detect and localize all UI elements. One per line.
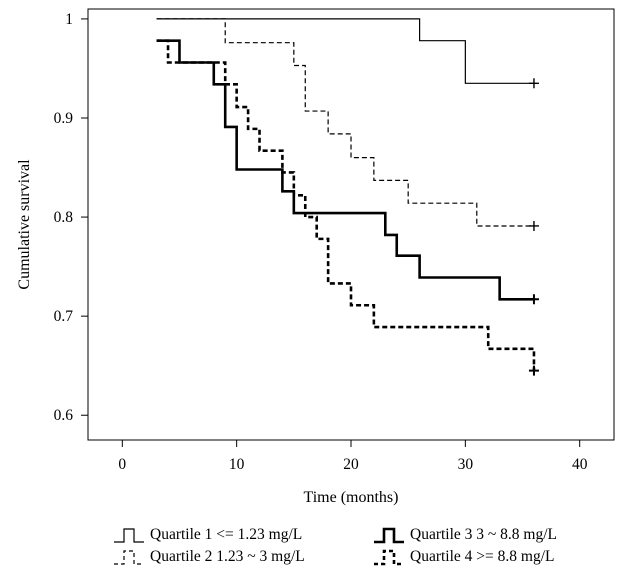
- x-tick-label: 40: [572, 456, 588, 473]
- legend-swatch-solid-thin: [114, 528, 144, 543]
- censor-mark-quartile-4: [528, 365, 539, 376]
- x-tick-label: 10: [229, 456, 245, 473]
- y-tick-label: 0.7: [54, 308, 74, 325]
- plot-frame: [87, 8, 615, 441]
- x-tick-label: 20: [343, 456, 359, 473]
- x-tick-label: 0: [118, 456, 126, 473]
- legend-swatch-dashed-thick: [374, 549, 404, 566]
- x-axis-label: Time (months): [304, 489, 399, 506]
- censor-mark-quartile-1: [528, 78, 539, 89]
- legend-item-quartile-4: Quartile 4 >= 8.8 mg/L: [374, 548, 554, 566]
- y-axis-label: Cumulative survival: [16, 159, 33, 290]
- y-tick-label: 0.6: [54, 407, 74, 424]
- x-tick-label: 30: [458, 456, 474, 473]
- y-tick-label: 0.8: [54, 209, 74, 226]
- legend-item-quartile-3: Quartile 3 3 ~ 8.8 mg/L: [374, 526, 557, 544]
- legend-label-quartile-4: Quartile 4 >= 8.8 mg/L: [410, 548, 555, 565]
- legend-label-quartile-2: Quartile 2 1.23 ~ 3 mg/L: [150, 548, 305, 565]
- series-line-quartile-1: [156, 18, 534, 84]
- legend-item-quartile-2: Quartile 2 1.23 ~ 3 mg/L: [114, 548, 305, 566]
- legend-item-quartile-1: Quartile 1 <= 1.23 mg/L: [114, 526, 302, 544]
- y-tick-label: 1: [65, 11, 73, 28]
- survival-chart: 0 10 20 30 40 0.6 0.7 0.8 0.9 1 Time (months) Cumul…: [16, 8, 615, 506]
- legend-label-quartile-3: Quartile 3 3 ~ 8.8 mg/L: [410, 526, 558, 543]
- legend: Quartile 1 <= 1.23 mg/L Quartile 2 1.23 …: [0, 520, 629, 575]
- y-tick-label: 0.9: [54, 110, 74, 127]
- legend-label-quartile-1: Quartile 1 <= 1.23 mg/L: [150, 526, 303, 543]
- series-line-quartile-4: [156, 39, 536, 371]
- series-line-quartile-3: [156, 39, 534, 301]
- series-line-quartile-2: [156, 18, 534, 227]
- censor-mark-quartile-2: [528, 220, 539, 231]
- legend-swatch-solid-thick: [374, 527, 404, 544]
- legend-swatch-dashed-thin: [114, 550, 144, 565]
- censor-mark-quartile-3: [528, 294, 539, 305]
